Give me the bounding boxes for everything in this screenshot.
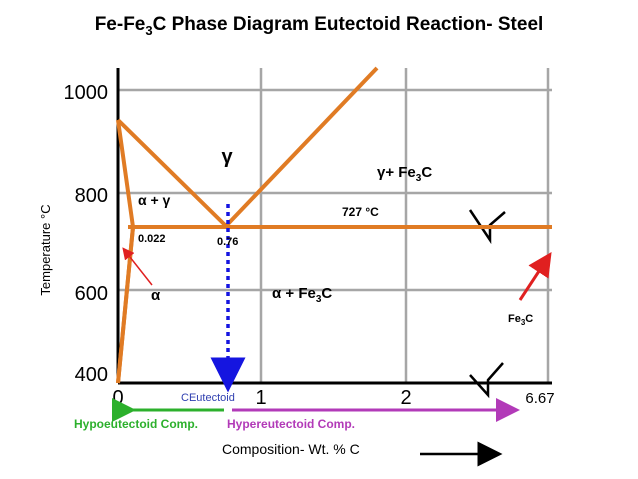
acm-line — [224, 66, 379, 228]
y-tick-600: 600 — [75, 283, 108, 305]
label-gamma-fe3c-sub: 3 — [416, 173, 422, 184]
label-fe3c-pre: Fe — [508, 313, 521, 325]
label-gamma-fe3c: γ+ Fe3C — [377, 164, 432, 184]
eutectoid-comp-label: 0.76 — [217, 236, 238, 248]
x-tick-2: 2 — [400, 387, 411, 409]
label-fe3c-post: C — [525, 313, 533, 325]
title-rest: C Phase Diagram Eutectoid Reaction- Stee… — [153, 14, 544, 35]
alpha-solvus — [116, 226, 135, 384]
alpha-pointer-arrow — [122, 247, 153, 286]
phase-lines — [116, 66, 552, 384]
label-gamma: γ — [221, 146, 233, 168]
x-tick-6-67: 6.67 — [525, 390, 554, 407]
y-tick-800: 800 — [75, 185, 108, 207]
label-gamma-fe3c-post: C — [421, 164, 432, 181]
title-main: Fe-Fe — [95, 14, 146, 35]
hypoeutectoid-label: Hypoeutectoid Comp. — [74, 417, 198, 431]
label-alpha-fe3c-post: C — [321, 285, 332, 302]
page-title: Fe-Fe3C Phase Diagram Eutectoid Reaction… — [95, 14, 544, 38]
label-alpha-fe3c-sub: 3 — [316, 294, 322, 305]
label-alpha: α — [151, 287, 161, 304]
y-tick-400: 400 — [75, 364, 108, 386]
label-gamma-fe3c-pre: γ+ Fe — [377, 164, 416, 181]
x-tick-1: 1 — [255, 387, 266, 409]
a3-line — [116, 118, 228, 228]
label-alpha-fe3c: α + Fe3C — [272, 285, 332, 305]
title-sub: 3 — [145, 23, 152, 38]
axis-break-lower — [469, 362, 504, 399]
label-alpha-gamma: α + γ — [138, 192, 171, 208]
y-axis-label: Temperature °C — [38, 204, 53, 295]
label-fe3c-sub: 3 — [521, 318, 526, 327]
alpha-solubility-label: 0.022 — [138, 233, 166, 245]
y-tick-1000: 1000 — [64, 82, 109, 104]
label-fe3c: Fe3C — [508, 313, 533, 327]
eutectoid-temp-label: 727 °C — [342, 205, 379, 219]
label-alpha-fe3c-pre: α + Fe — [272, 285, 316, 302]
fe3c-pointer-arrow — [518, 251, 552, 301]
hypereutectoid-label: Hypereutectoid Comp. — [227, 417, 355, 431]
c-eutectoid-label: CEutectoid — [181, 392, 235, 404]
x-tick-0: 0 — [112, 387, 123, 409]
x-axis-label: Composition- Wt. % C — [222, 441, 360, 457]
